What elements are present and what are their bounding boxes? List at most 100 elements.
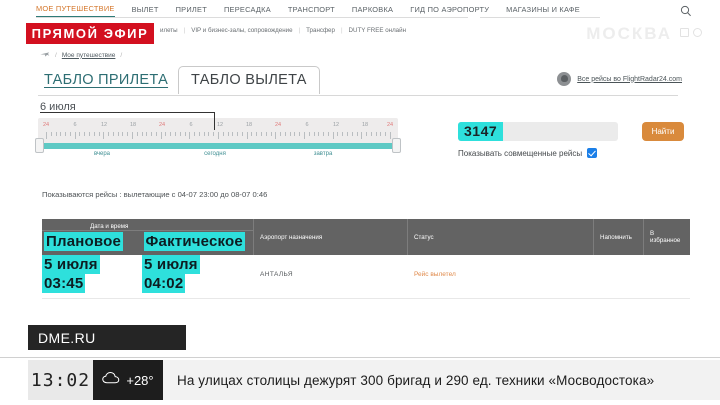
nav-divider-right	[480, 17, 600, 18]
slider-tick-6: 12	[216, 122, 224, 128]
slider-minor-tick	[222, 132, 224, 136]
table-header-remind[interactable]: Напомнить	[594, 219, 644, 255]
slider-minor-tick	[390, 132, 391, 139]
table-header-status[interactable]: Статус	[408, 219, 594, 255]
flightradar-link[interactable]: Все рейсы во FlightRadar24.com	[577, 75, 682, 83]
table-header-destination[interactable]: Аэропорт назначения	[254, 219, 408, 255]
slider-tick-5: 6	[189, 122, 193, 128]
cell-remind[interactable]	[594, 255, 644, 298]
nav-item-arrival[interactable]: ПРИЛЕТ	[175, 4, 207, 14]
search-icon[interactable]	[680, 4, 692, 17]
subnav-item-vip[interactable]: VIP и бизнес-залы, сопровождение	[191, 27, 293, 34]
sub-navigation-links: илеты | VIP и бизнес-залы, сопровождение…	[160, 27, 406, 34]
nav-item-parking[interactable]: ПАРКОВКА	[351, 4, 394, 14]
news-ticker-text: На улицах столицы дежурят 300 бригад и 2…	[177, 372, 655, 388]
table-header-favorite[interactable]: В избранное	[650, 230, 681, 244]
slider-tick-12: 24	[386, 122, 394, 128]
top-navigation: МОЕ ПУТЕШЕСТВИЕ ВЫЛЕТ ПРИЛЕТ ПЕРЕСАДКА Т…	[0, 0, 720, 22]
slider-minor-tick	[351, 132, 353, 136]
slider-minor-tick	[175, 132, 176, 136]
breadcrumb-link-my-trip[interactable]: Мое путешествие	[61, 51, 116, 59]
cell-actual-time: 04:02	[142, 274, 186, 293]
cell-destination-label: АНТАЛЬЯ	[260, 271, 293, 278]
cloud-icon	[102, 371, 121, 389]
flightradar-link-block[interactable]: Все рейсы во FlightRadar24.com	[557, 72, 682, 86]
slider-minor-tick	[93, 132, 95, 136]
slider-handle-left[interactable]	[35, 138, 44, 153]
slider-minor-tick	[194, 132, 196, 136]
departures-table: Дата и время Плановое Фактическое Аэропо…	[42, 219, 690, 299]
slider-track[interactable]	[38, 143, 398, 149]
subnav-item-transfer[interactable]: Трансфер	[306, 27, 335, 34]
slider-minor-tick	[246, 132, 248, 139]
subnav-item-tickets[interactable]: илеты	[160, 27, 178, 34]
slider-notch-marker	[214, 112, 215, 130]
play-circle-icon	[693, 28, 702, 37]
nav-item-transport[interactable]: ТРАНСПОРТ	[287, 4, 335, 14]
flight-search-input[interactable]: 3147	[458, 122, 618, 141]
slider-minor-tick	[136, 132, 138, 136]
slider-minor-tick	[380, 132, 382, 136]
slider-minor-tick	[313, 132, 315, 136]
table-row[interactable]: 5 июля 03:45 5 июля 04:02 АНТАЛЬЯ Рейс в…	[42, 255, 690, 299]
table-header-planned[interactable]: Плановое	[42, 231, 142, 251]
table-header-datetime-group: Дата и время Плановое Фактическое	[42, 219, 254, 255]
nav-item-my-trip[interactable]: МОЕ ПУТЕШЕСТВИЕ	[36, 4, 115, 17]
slider-minor-tick	[375, 132, 377, 136]
temperature-value: +28°	[126, 372, 154, 388]
slider-minor-tick	[370, 132, 372, 136]
user-avatar-icon	[557, 72, 572, 86]
slider-minor-tick	[342, 132, 344, 136]
slider-minor-tick	[127, 132, 129, 136]
nav-item-shops-cafes[interactable]: МАГАЗИНЫ И КАФЕ	[506, 4, 580, 14]
slider-minor-tick	[170, 132, 172, 136]
codeshare-checkbox-row[interactable]: Показывать совмещенные рейсы	[458, 148, 598, 158]
top-navigation-items: МОЕ ПУТЕШЕСТВИЕ ВЫЛЕТ ПРИЛЕТ ПЕРЕСАДКА Т…	[36, 4, 580, 17]
nav-item-departure[interactable]: ВЫЛЕТ	[131, 4, 159, 14]
find-button[interactable]: Найти	[642, 122, 684, 141]
cell-favorite[interactable]	[644, 255, 690, 298]
slider-minor-tick	[69, 132, 71, 136]
slider-minor-tick	[89, 132, 90, 136]
slider-minor-tick	[327, 132, 329, 136]
breadcrumb-slash-right: /	[120, 51, 123, 59]
news-ticker: На улицах столицы дежурят 300 бригад и 2…	[163, 360, 720, 400]
slider-minor-tick	[318, 132, 320, 136]
subnav-item-duty-free[interactable]: DUTY FREE онлайн	[348, 27, 407, 34]
slider-minor-tick	[165, 132, 167, 136]
slider-minor-tick	[227, 132, 229, 136]
codeshare-checkbox[interactable]	[587, 148, 598, 158]
day-label-today: сегодня	[204, 151, 226, 157]
slider-minor-tick	[74, 132, 76, 139]
tabs-underline	[38, 95, 678, 96]
slider-minor-tick	[122, 132, 124, 136]
slider-minor-tick	[265, 132, 267, 136]
slider-minor-tick	[84, 132, 86, 136]
slider-minor-tick	[55, 132, 57, 136]
tab-departures-board[interactable]: ТАБЛО ВЫЛЕТА	[178, 66, 320, 94]
slider-tick-1: 6	[73, 122, 77, 128]
flight-search-value: 3147	[458, 122, 504, 141]
slider-minor-tick	[179, 132, 181, 136]
slider-handle-right[interactable]	[392, 138, 401, 153]
slider-minor-tick	[184, 132, 186, 136]
nav-item-transfer[interactable]: ПЕРЕСАДКА	[223, 4, 271, 14]
slider-minor-tick	[275, 132, 277, 139]
slider-minor-tick	[151, 132, 153, 136]
slider-minor-tick	[198, 132, 200, 136]
table-header-row: Дата и время Плановое Фактическое Аэропо…	[42, 219, 690, 255]
cell-planned-time: 03:45	[42, 274, 86, 293]
tab-arrivals-board[interactable]: ТАБЛО ПРИЛЕТА	[44, 72, 169, 88]
slider-minor-tick	[46, 132, 47, 139]
slider-minor-tick	[256, 132, 258, 136]
breadcrumb: / Мое путешествие /	[40, 50, 122, 60]
time-range-slider[interactable]: 24 6 12 18 24 6 12 18 24 6 12 18 24 вчер…	[35, 112, 401, 160]
nav-item-airport-guide[interactable]: ГИД ПО АЭРОПОРТУ	[410, 4, 490, 14]
live-broadcast-badge: ПРЯМОЙ ЭФИР	[26, 23, 154, 44]
slider-minor-tick	[237, 132, 239, 136]
slider-minor-tick	[294, 132, 296, 136]
slider-tick-8: 24	[274, 122, 282, 128]
table-header-actual[interactable]: Фактическое	[142, 231, 253, 251]
slider-minor-tick	[79, 132, 81, 136]
